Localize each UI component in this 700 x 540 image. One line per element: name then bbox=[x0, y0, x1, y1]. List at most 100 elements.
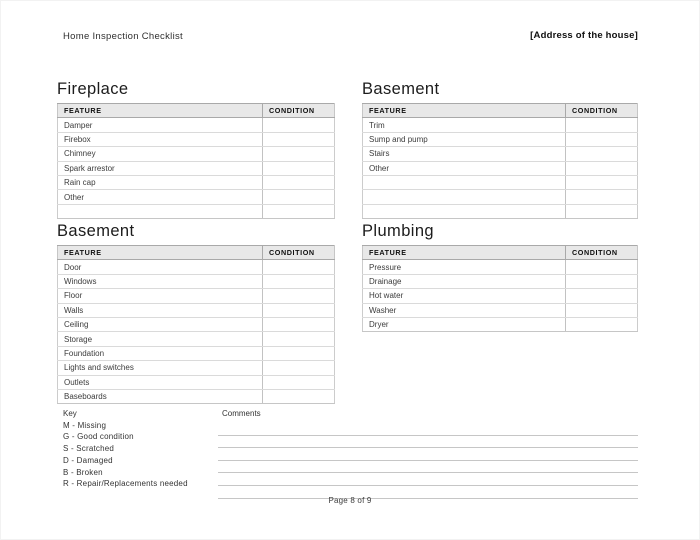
feature-column-header: FEATURE bbox=[362, 244, 566, 261]
table-row: Stairs bbox=[362, 146, 638, 162]
condition-cell bbox=[262, 117, 335, 133]
table-row: Storage bbox=[57, 331, 335, 347]
section-title: Fireplace bbox=[57, 80, 129, 98]
feature-cell bbox=[362, 175, 566, 191]
feature-column-header: FEATURE bbox=[57, 244, 263, 261]
feature-cell: Damper bbox=[57, 117, 263, 133]
table-row: Windows bbox=[57, 274, 335, 290]
key-item: M - Missing bbox=[63, 420, 107, 430]
condition-column-header: CONDITION bbox=[262, 102, 335, 119]
section-title: Basement bbox=[57, 222, 135, 240]
feature-cell: Floor bbox=[57, 288, 263, 304]
feature-cell: Baseboards bbox=[57, 389, 263, 405]
condition-cell bbox=[565, 146, 638, 162]
key-item: S - Scratched bbox=[63, 444, 115, 454]
condition-column-header: CONDITION bbox=[262, 244, 335, 261]
feature-cell: Other bbox=[362, 161, 566, 176]
feature-cell: Chimney bbox=[57, 146, 263, 162]
condition-cell bbox=[262, 175, 335, 191]
condition-cell bbox=[262, 346, 335, 362]
condition-cell bbox=[565, 259, 638, 275]
table-row: Hot water bbox=[362, 288, 638, 304]
feature-cell: Walls bbox=[57, 303, 263, 318]
page-number: Page 8 of 9 bbox=[328, 496, 372, 505]
condition-cell bbox=[262, 189, 335, 205]
table-row: Washer bbox=[362, 303, 638, 318]
table-row: Ceiling bbox=[57, 317, 335, 333]
feature-cell bbox=[362, 204, 566, 220]
checklist-table: FEATURE CONDITION Pressure Drainage Hot … bbox=[362, 244, 638, 333]
table-row: Sump and pump bbox=[362, 132, 638, 148]
key-item: D - Damaged bbox=[63, 455, 113, 465]
feature-cell: Rain cap bbox=[57, 175, 263, 191]
checklist-section: Basement FEATURE CONDITION Door Windows … bbox=[57, 221, 335, 405]
table-row: Other bbox=[57, 189, 335, 205]
table-row: Dryer bbox=[362, 317, 638, 333]
condition-cell bbox=[262, 161, 335, 176]
condition-cell bbox=[262, 375, 335, 390]
checklist-table: FEATURE CONDITION Damper Firebox Chimney… bbox=[57, 102, 335, 220]
condition-cell bbox=[565, 189, 638, 205]
section-title: Plumbing bbox=[362, 222, 434, 240]
checklist-section: Plumbing FEATURE CONDITION Pressure Drai… bbox=[362, 221, 638, 333]
feature-cell: Outlets bbox=[57, 375, 263, 390]
key-title: Key bbox=[63, 409, 77, 418]
condition-cell bbox=[262, 389, 335, 405]
table-row: Door bbox=[57, 259, 335, 275]
table-header-row: FEATURE CONDITION bbox=[57, 102, 335, 119]
condition-column-header: CONDITION bbox=[565, 102, 638, 119]
address-placeholder: [Address of the house] bbox=[530, 30, 638, 41]
table-row: Chimney bbox=[57, 146, 335, 162]
table-row: Spark arrestor bbox=[57, 161, 335, 176]
feature-column-header: FEATURE bbox=[362, 102, 566, 119]
table-row: Walls bbox=[57, 303, 335, 318]
feature-cell: Windows bbox=[57, 274, 263, 290]
checklist-table: FEATURE CONDITION Trim Sump and pump Sta… bbox=[362, 102, 638, 220]
condition-cell bbox=[262, 317, 335, 333]
comment-line bbox=[218, 473, 638, 486]
feature-cell: Pressure bbox=[362, 259, 566, 275]
comment-line bbox=[218, 486, 638, 499]
feature-cell: Hot water bbox=[362, 288, 566, 304]
comment-line bbox=[218, 461, 638, 474]
table-row: Trim bbox=[362, 117, 638, 133]
key-items: M - Missing G - Good condition S - Scratch… bbox=[63, 420, 188, 490]
table-header-row: FEATURE CONDITION bbox=[362, 244, 638, 261]
feature-cell: Drainage bbox=[362, 274, 566, 290]
feature-cell: Storage bbox=[57, 331, 263, 347]
feature-cell: Spark arrestor bbox=[57, 161, 263, 176]
condition-cell bbox=[565, 303, 638, 318]
feature-cell: Ceiling bbox=[57, 317, 263, 333]
feature-cell: Dryer bbox=[362, 317, 566, 333]
feature-cell: Trim bbox=[362, 117, 566, 133]
condition-cell bbox=[262, 303, 335, 318]
comments-write-area bbox=[218, 423, 638, 499]
checklist-section: Basement FEATURE CONDITION Trim Sump and… bbox=[362, 79, 638, 220]
table-row: Other bbox=[362, 161, 638, 176]
feature-cell: Sump and pump bbox=[362, 132, 566, 148]
key-item: B - Broken bbox=[63, 467, 103, 477]
condition-cell bbox=[565, 175, 638, 191]
condition-cell bbox=[565, 161, 638, 176]
table-row bbox=[362, 175, 638, 191]
condition-cell bbox=[565, 117, 638, 133]
condition-cell bbox=[262, 132, 335, 148]
condition-cell bbox=[262, 288, 335, 304]
feature-cell: Washer bbox=[362, 303, 566, 318]
condition-cell bbox=[565, 317, 638, 333]
key-legend: Key M - Missing G - Good condition S - Scr… bbox=[63, 408, 188, 490]
feature-cell: Door bbox=[57, 259, 263, 275]
comment-line bbox=[218, 423, 638, 436]
feature-cell: Firebox bbox=[57, 132, 263, 148]
table-row bbox=[57, 204, 335, 220]
condition-cell bbox=[262, 331, 335, 347]
document-title: Home Inspection Checklist bbox=[63, 31, 183, 42]
table-row: Drainage bbox=[362, 274, 638, 290]
feature-cell: Stairs bbox=[362, 146, 566, 162]
key-item: G - Good condition bbox=[63, 432, 134, 442]
table-row: Rain cap bbox=[57, 175, 335, 191]
feature-cell bbox=[57, 204, 263, 220]
condition-cell bbox=[262, 360, 335, 376]
condition-cell bbox=[565, 274, 638, 290]
